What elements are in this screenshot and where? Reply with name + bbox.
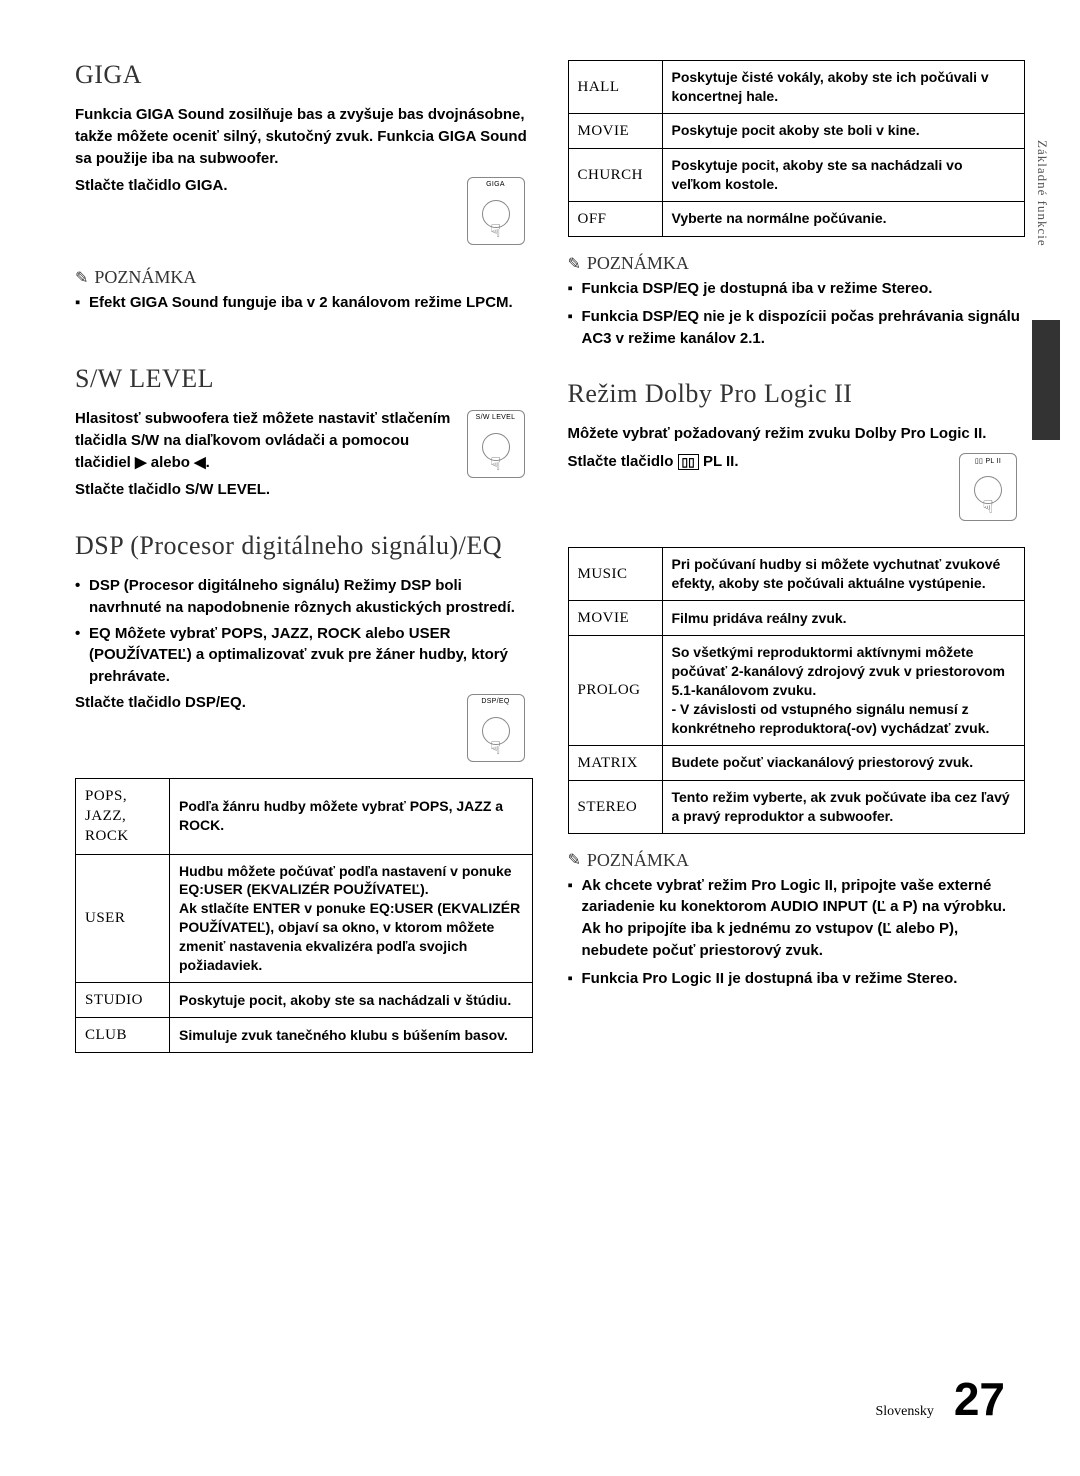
- dsp-mode-cell: POPS, JAZZ, ROCK: [76, 778, 170, 854]
- note-heading: POZNÁMKA: [568, 850, 1026, 871]
- table-row: CHURCH Poskytuje pocit, akoby ste sa nac…: [568, 149, 1025, 202]
- sw-remote-button-diagram: S/W LEVEL ☟: [467, 410, 525, 478]
- table-row: USER Hudbu môžete počúvať podľa nastaven…: [76, 854, 533, 982]
- dolby-remote-button-diagram: ▯▯ PL II ☟: [959, 453, 1017, 521]
- giga-remote-label: GIGA: [486, 181, 505, 188]
- sw-remote-label: S/W LEVEL: [476, 414, 516, 421]
- giga-note-item: Efekt GIGA Sound funguje iba v 2 kanálov…: [89, 292, 533, 314]
- footer-language: Slovensky: [875, 1404, 933, 1420]
- hand-icon: ☟: [983, 497, 994, 518]
- dsp-mode-cell: HALL: [568, 61, 662, 114]
- dolby-desc-cell: Budete počuť viackanálový priestorový zv…: [662, 745, 1025, 780]
- dsp-desc-cell: Poskytuje pocit akoby ste boli v kine.: [662, 113, 1025, 148]
- giga-notes: Efekt GIGA Sound funguje iba v 2 kanálov…: [75, 292, 533, 314]
- dolby-desc-cell: Tento režim vyberte, ak zvuk počúvate ib…: [662, 780, 1025, 833]
- footer-page-number: 27: [954, 1372, 1005, 1426]
- dolby-desc-cell: So všetkými reproduktormi aktívnymi môže…: [662, 636, 1025, 745]
- dsp-desc-cell: Poskytuje čisté vokály, akoby ste ich po…: [662, 61, 1025, 114]
- dsp-desc-cell: Hudbu môžete počúvať podľa nastavení v p…: [170, 854, 533, 982]
- dolby-mode-cell: MOVIE: [568, 600, 662, 635]
- dolby-table: MUSIC Pri počúvaní hudby si môžete vychu…: [568, 547, 1026, 834]
- hand-icon: ☟: [490, 454, 501, 475]
- dsp-desc-cell: Vyberte na normálne počúvanie.: [662, 201, 1025, 236]
- table-row: STEREO Tento režim vyberte, ak zvuk počú…: [568, 780, 1025, 833]
- dolby-desc-cell: Filmu pridáva reálny zvuk.: [662, 600, 1025, 635]
- giga-remote-button-diagram: GIGA ☟: [467, 177, 525, 245]
- note-item: Funkcia DSP/EQ nie je k dispozícii počas…: [582, 306, 1026, 350]
- dsp-remote-button-diagram: DSP/EQ ☟: [467, 694, 525, 762]
- right-column: HALL Poskytuje čisté vokály, akoby ste i…: [568, 60, 1026, 1053]
- giga-description: Funkcia GIGA Sound zosilňuje bas a zvyšu…: [75, 104, 533, 169]
- dolby-press: Stlačte tlačidlo ▯▯ PL II.: [568, 451, 1026, 473]
- hand-icon: ☟: [490, 221, 501, 242]
- dsp-notes: Funkcia DSP/EQ je dostupná iba v režime …: [568, 278, 1026, 349]
- sw-press: Stlačte tlačidlo S/W LEVEL.: [75, 479, 533, 501]
- note-item: Funkcia DSP/EQ je dostupná iba v režime …: [582, 278, 1026, 300]
- dolby-description: Môžete vybrať požadovaný režim zvuku Dol…: [568, 423, 1026, 445]
- side-category-tab: Základné funkcie: [1034, 140, 1050, 247]
- table-row: HALL Poskytuje čisté vokály, akoby ste i…: [568, 61, 1025, 114]
- table-row: POPS, JAZZ, ROCK Podľa žánru hudby môžet…: [76, 778, 533, 854]
- table-row: CLUB Simuluje zvuk tanečného klubu s búš…: [76, 1018, 533, 1053]
- dolby-heading: Režim Dolby Pro Logic II: [568, 379, 1026, 409]
- dolby-mode-cell: MUSIC: [568, 548, 662, 601]
- note-item: Funkcia Pro Logic II je dostupná iba v r…: [582, 968, 1026, 990]
- dsp-desc-cell: Poskytuje pocit, akoby ste sa nachádzali…: [662, 149, 1025, 202]
- left-column: GIGA Funkcia GIGA Sound zosilňuje bas a …: [75, 60, 533, 1053]
- note-item: Ak chcete vybrať režim Pro Logic II, pri…: [582, 875, 1026, 962]
- table-row: OFF Vyberte na normálne počúvanie.: [568, 201, 1025, 236]
- dolby-mode-cell: MATRIX: [568, 745, 662, 780]
- sw-description: Hlasitosť subwoofera tiež môžete nastavi…: [75, 408, 533, 473]
- dsp-desc-cell: Poskytuje pocit, akoby ste sa nachádzali…: [170, 982, 533, 1017]
- dolby-mode-cell: STEREO: [568, 780, 662, 833]
- dsp-bullets: DSP (Procesor digitálneho signálu) Režim…: [75, 575, 533, 688]
- dsp-press: Stlačte tlačidlo DSP/EQ.: [75, 692, 533, 714]
- dolby-notes: Ak chcete vybrať režim Pro Logic II, pri…: [568, 875, 1026, 990]
- dolby-mode-cell: PROLOG: [568, 636, 662, 745]
- dsp-bullet: DSP (Procesor digitálneho signálu) Režim…: [89, 575, 533, 619]
- dsp-remote-label: DSP/EQ: [481, 698, 509, 705]
- dolby-remote-label: ▯▯ PL II: [975, 457, 1001, 465]
- dolby-desc-cell: Pri počúvaní hudby si môžete vychutnať z…: [662, 548, 1025, 601]
- table-row: PROLOG So všetkými reproduktormi aktívny…: [568, 636, 1025, 745]
- dsp-mode-cell: CHURCH: [568, 149, 662, 202]
- dsp-bullet: EQ Môžete vybrať POPS, JAZZ, ROCK alebo …: [89, 623, 533, 688]
- dsp-desc-cell: Podľa žánru hudby môžete vybrať POPS, JA…: [170, 778, 533, 854]
- hand-icon: ☟: [490, 738, 501, 759]
- note-heading: POZNÁMKA: [75, 267, 533, 288]
- dsp-table-continued: HALL Poskytuje čisté vokály, akoby ste i…: [568, 60, 1026, 237]
- dsp-mode-cell: OFF: [568, 201, 662, 236]
- table-row: MUSIC Pri počúvaní hudby si môžete vychu…: [568, 548, 1025, 601]
- dsp-mode-cell: MOVIE: [568, 113, 662, 148]
- giga-press: Stlačte tlačidlo GIGA.: [75, 175, 533, 197]
- table-row: MOVIE Filmu pridáva reálny zvuk.: [568, 600, 1025, 635]
- table-row: MOVIE Poskytuje pocit akoby ste boli v k…: [568, 113, 1025, 148]
- dsp-heading: DSP (Procesor digitálneho signálu)/EQ: [75, 531, 533, 561]
- dsp-mode-cell: STUDIO: [76, 982, 170, 1017]
- sw-heading: S/W LEVEL: [75, 364, 533, 394]
- page-columns: GIGA Funkcia GIGA Sound zosilňuje bas a …: [75, 60, 1025, 1053]
- table-row: STUDIO Poskytuje pocit, akoby ste sa nac…: [76, 982, 533, 1017]
- side-index-marker: [1032, 320, 1060, 440]
- giga-heading: GIGA: [75, 60, 533, 90]
- note-heading: POZNÁMKA: [568, 253, 1026, 274]
- dsp-mode-cell: CLUB: [76, 1018, 170, 1053]
- dsp-table: POPS, JAZZ, ROCK Podľa žánru hudby môžet…: [75, 778, 533, 1054]
- page-footer: Slovensky 27: [875, 1372, 1005, 1426]
- dsp-desc-cell: Simuluje zvuk tanečného klubu s búšením …: [170, 1018, 533, 1053]
- table-row: MATRIX Budete počuť viackanálový priesto…: [568, 745, 1025, 780]
- dsp-mode-cell: USER: [76, 854, 170, 982]
- dolby-button-glyph: ▯▯: [678, 454, 699, 470]
